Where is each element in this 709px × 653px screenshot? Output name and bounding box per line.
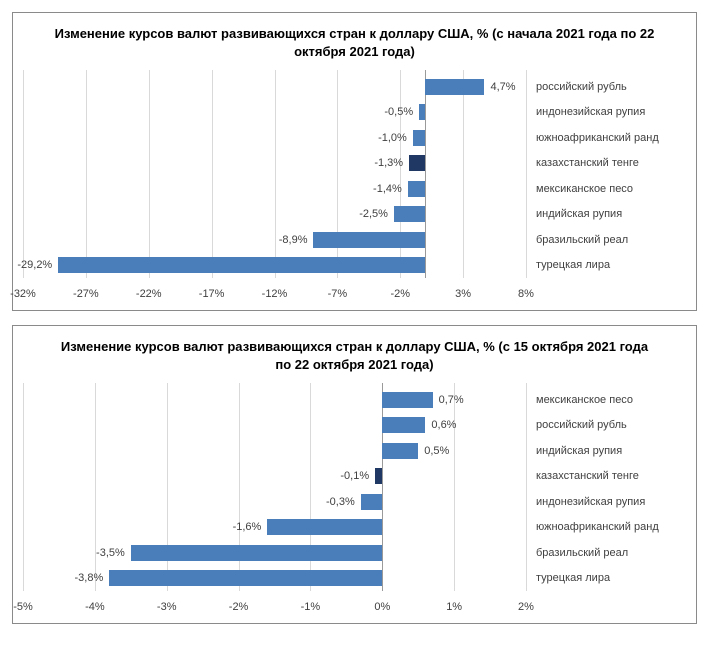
- bar-value-label: -1,4%: [373, 183, 402, 195]
- bar: [394, 206, 425, 222]
- bar-value-label: -3,8%: [74, 572, 103, 584]
- bar-value-label: -2,5%: [359, 208, 388, 220]
- bar-row: 0,6%: [23, 416, 526, 434]
- bar: [382, 417, 425, 433]
- bar-value-label: 0,6%: [431, 419, 456, 431]
- bar-value-label: -0,3%: [326, 496, 355, 508]
- bar-row: -1,3%: [23, 154, 526, 172]
- category-label: российский рубль: [536, 78, 686, 96]
- bar-row: 0,5%: [23, 442, 526, 460]
- x-tick-label: 1%: [446, 601, 462, 613]
- chart-1-panel: Изменение курсов валют развивающихся стр…: [12, 12, 697, 311]
- bar: [313, 232, 425, 248]
- category-label: южноафриканский ранд: [536, 518, 686, 536]
- chart-1-categories: российский рубль индонезийская рупия южноа…: [526, 70, 686, 300]
- bar-row: -1,6%: [23, 518, 526, 536]
- bar: [361, 494, 383, 510]
- x-tick-label: -12%: [262, 288, 288, 300]
- bar-row: 0,7%: [23, 391, 526, 409]
- x-tick-label: -7%: [328, 288, 348, 300]
- x-tick-label: -2%: [229, 601, 249, 613]
- bar: [382, 392, 432, 408]
- bar: [131, 545, 383, 561]
- category-label: российский рубль: [536, 416, 686, 434]
- bars-layer: 4,7% -0,5% -1,0% -1,3% -1,4% -2,5% -8,9% -29,2%: [23, 74, 526, 278]
- chart-2-title: Изменение курсов валют развивающихся стр…: [23, 334, 686, 383]
- bar-row: -1,4%: [23, 180, 526, 198]
- bar-row: -2,5%: [23, 205, 526, 223]
- bar-row: -1,0%: [23, 129, 526, 147]
- category-label: казахстанский тенге: [536, 154, 686, 172]
- x-tick-label: -32%: [10, 288, 36, 300]
- bar: [419, 104, 425, 120]
- category-label: индийская рупия: [536, 442, 686, 460]
- bar-value-label: -0,5%: [384, 106, 413, 118]
- bar: [58, 257, 425, 273]
- bar-value-label: -1,0%: [378, 132, 407, 144]
- category-label: турецкая лира: [536, 256, 686, 274]
- category-label: индонезийская рупия: [536, 103, 686, 121]
- bar-value-label: -8,9%: [279, 234, 308, 246]
- bar: [409, 155, 425, 171]
- chart-2-panel: Изменение курсов валют развивающихся стр…: [12, 325, 697, 624]
- x-tick-label: -1%: [301, 601, 321, 613]
- grid-line: [526, 383, 527, 591]
- category-label: бразильский реал: [536, 544, 686, 562]
- chart-1-plot-area: -32%-27%-22%-17%-12%-7%-2%3%8%4,7%-0,5%-…: [23, 70, 526, 300]
- x-tick-label: -27%: [73, 288, 99, 300]
- bar-row: -3,8%: [23, 569, 526, 587]
- chart-2-categories: мексиканское песо российский рубль индийск…: [526, 383, 686, 613]
- bar: [109, 570, 382, 586]
- bar-value-label: -1,3%: [374, 157, 403, 169]
- x-tick-label: -3%: [157, 601, 177, 613]
- bar: [267, 519, 382, 535]
- category-label: мексиканское песо: [536, 180, 686, 198]
- bar-row: -3,5%: [23, 544, 526, 562]
- bar-value-label: -1,6%: [233, 521, 262, 533]
- chart-2-plot-area: -5%-4%-3%-2%-1%0%1%2%0,7%0,6%0,5%-0,1%-0…: [23, 383, 526, 613]
- x-tick-label: -17%: [199, 288, 225, 300]
- bar-row: -0,3%: [23, 493, 526, 511]
- category-label: индонезийская рупия: [536, 493, 686, 511]
- category-label: казахстанский тенге: [536, 467, 686, 485]
- category-label: бразильский реал: [536, 231, 686, 249]
- x-tick-label: 8%: [518, 288, 534, 300]
- bar-row: -8,9%: [23, 231, 526, 249]
- bar: [408, 181, 426, 197]
- category-label: мексиканское песо: [536, 391, 686, 409]
- bar-value-label: 0,5%: [424, 445, 449, 457]
- x-tick-label: -4%: [85, 601, 105, 613]
- bar-row: -0,5%: [23, 103, 526, 121]
- x-tick-label: 2%: [518, 601, 534, 613]
- x-tick-label: 0%: [374, 601, 390, 613]
- bar-row: -0,1%: [23, 467, 526, 485]
- x-tick-label: -5%: [13, 601, 33, 613]
- bar-value-label: -0,1%: [340, 470, 369, 482]
- chart-2-plot-wrap: -5%-4%-3%-2%-1%0%1%2%0,7%0,6%0,5%-0,1%-0…: [23, 383, 686, 613]
- chart-1-title: Изменение курсов валют развивающихся стр…: [23, 21, 686, 70]
- bar: [375, 468, 382, 484]
- bar-value-label: 0,7%: [439, 394, 464, 406]
- x-tick-label: -2%: [390, 288, 410, 300]
- bar-value-label: -29,2%: [17, 259, 52, 271]
- category-label: индийская рупия: [536, 205, 686, 223]
- category-label: южноафриканский ранд: [536, 129, 686, 147]
- grid-line: [526, 70, 527, 278]
- bar-row: 4,7%: [23, 78, 526, 96]
- bar-value-label: 4,7%: [491, 81, 516, 93]
- category-label: турецкая лира: [536, 569, 686, 587]
- bar: [425, 79, 484, 95]
- bar: [413, 130, 426, 146]
- bar-value-label: -3,5%: [96, 547, 125, 559]
- bars-layer: 0,7% 0,6% 0,5% -0,1% -0,3% -1,6% -3,5% -3,8%: [23, 387, 526, 591]
- x-tick-label: 3%: [455, 288, 471, 300]
- x-tick-label: -22%: [136, 288, 162, 300]
- bar: [382, 443, 418, 459]
- bar-row: -29,2%: [23, 256, 526, 274]
- chart-1-plot-wrap: -32%-27%-22%-17%-12%-7%-2%3%8%4,7%-0,5%-…: [23, 70, 686, 300]
